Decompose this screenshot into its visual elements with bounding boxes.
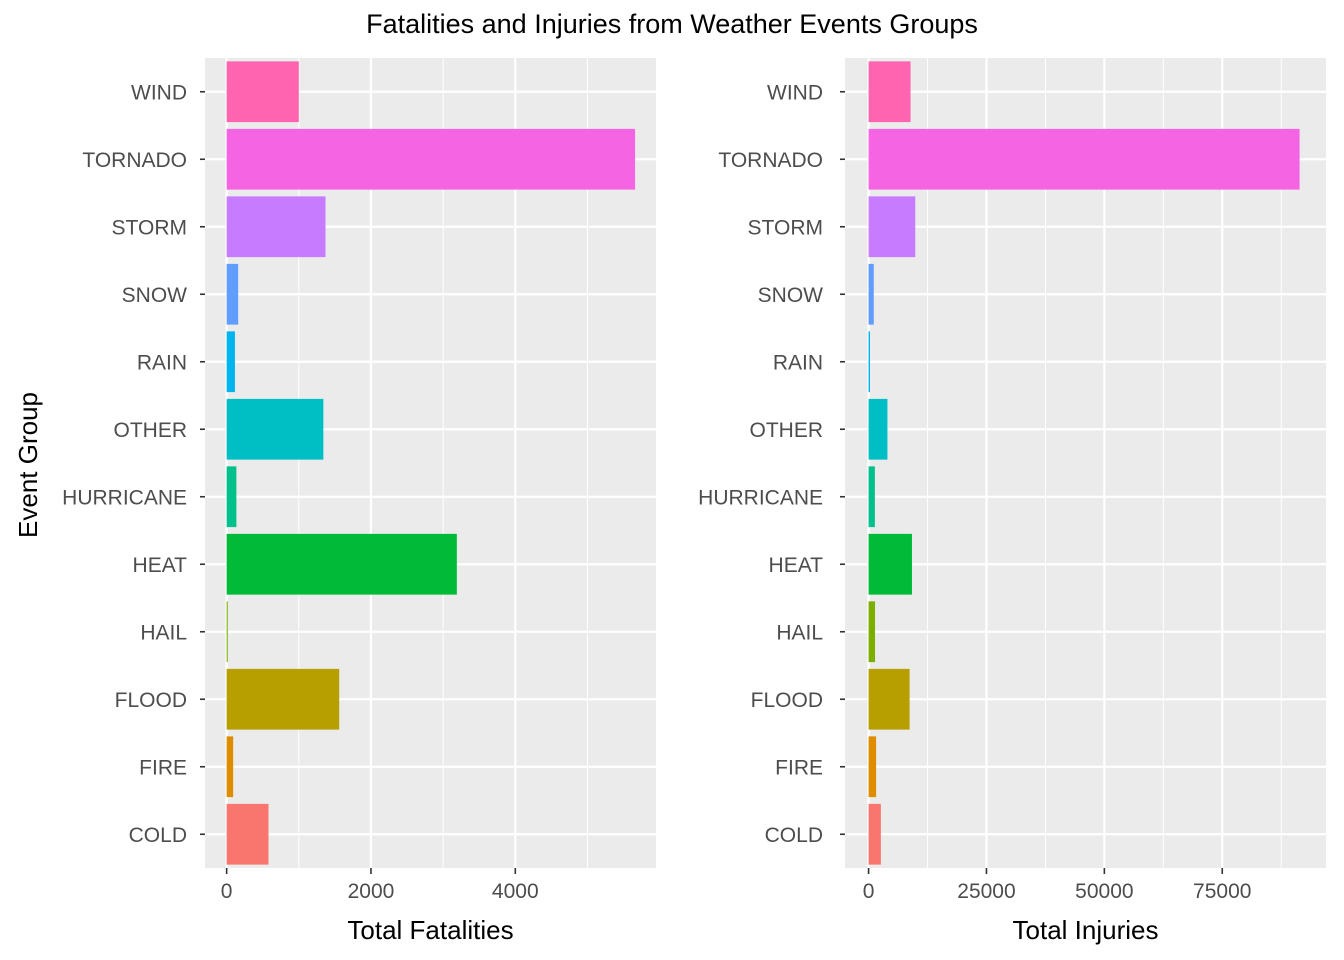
y-tick-label: OTHER bbox=[114, 419, 188, 442]
y-tick-label: RAIN bbox=[137, 351, 187, 374]
bar-rain bbox=[226, 331, 235, 393]
bar-hurricane bbox=[226, 466, 237, 528]
bar-flood bbox=[226, 668, 340, 730]
x-tick-label: 4000 bbox=[492, 880, 539, 903]
x-tick-label: 75000 bbox=[1193, 880, 1251, 903]
bar-flood bbox=[868, 668, 910, 730]
bar-fire bbox=[226, 736, 234, 798]
y-axis-title: Event Group bbox=[13, 392, 43, 538]
fatalities-panel: COLD FIRE FLOOD HAIL HEAT HURRICANE OTHER RAIN S… bbox=[62, 58, 656, 945]
bar-tornado bbox=[226, 128, 636, 190]
y-tick-label: TORNADO bbox=[718, 149, 823, 172]
bar-wind bbox=[226, 61, 299, 123]
y-tick-label: FIRE bbox=[775, 756, 823, 779]
bar-wind bbox=[868, 61, 911, 123]
y-tick-label: HEAT bbox=[769, 554, 824, 577]
x-tick-label: 25000 bbox=[957, 880, 1015, 903]
bar-rain bbox=[868, 331, 870, 393]
bar-hail bbox=[226, 601, 228, 663]
bar-storm bbox=[226, 196, 326, 258]
y-tick-label: HURRICANE bbox=[62, 486, 187, 509]
bar-other bbox=[226, 398, 324, 460]
y-tick-label: HAIL bbox=[140, 621, 187, 644]
bar-snow bbox=[226, 263, 239, 325]
bar-cold bbox=[226, 803, 269, 865]
y-tick-label: COLD bbox=[129, 824, 187, 847]
bar-hail bbox=[868, 601, 876, 663]
y-tick-label: SNOW bbox=[758, 284, 824, 307]
injuries-panel: COLD FIRE FLOOD HAIL HEAT HURRICANE OTHER RAIN S… bbox=[698, 58, 1326, 945]
y-tick-label: HEAT bbox=[133, 554, 188, 577]
y-tick-label: STORM bbox=[748, 216, 823, 239]
x-axis-title: Total Injuries bbox=[1013, 915, 1159, 945]
y-tick-label: SNOW bbox=[122, 284, 188, 307]
chart-title: Fatalities and Injuries from Weather Eve… bbox=[366, 9, 978, 39]
x-axis-title: Total Fatalities bbox=[347, 915, 513, 945]
y-tick-label: OTHER bbox=[750, 419, 824, 442]
panel-background bbox=[205, 58, 656, 868]
bar-storm bbox=[868, 196, 916, 258]
bar-heat bbox=[868, 533, 912, 595]
bar-heat bbox=[226, 533, 457, 595]
x-tick-label: 0 bbox=[221, 880, 233, 903]
y-tick-label: WIND bbox=[767, 81, 823, 104]
bar-other bbox=[868, 398, 888, 460]
bar-snow bbox=[868, 263, 874, 325]
y-tick-label: FLOOD bbox=[115, 689, 187, 712]
bar-fire bbox=[868, 736, 877, 798]
x-tick-label: 50000 bbox=[1075, 880, 1133, 903]
y-tick-label: FIRE bbox=[139, 756, 187, 779]
y-tick-label: FLOOD bbox=[751, 689, 823, 712]
panel-background bbox=[845, 58, 1326, 868]
bar-cold bbox=[868, 803, 881, 865]
y-tick-label: WIND bbox=[131, 81, 187, 104]
x-tick-label: 2000 bbox=[348, 880, 395, 903]
bar-hurricane bbox=[868, 466, 875, 528]
y-tick-label: HAIL bbox=[776, 621, 823, 644]
x-tick-label: 0 bbox=[863, 880, 875, 903]
y-tick-label: RAIN bbox=[773, 351, 823, 374]
y-tick-label: COLD bbox=[765, 824, 823, 847]
y-tick-label: STORM bbox=[112, 216, 187, 239]
bar-tornado bbox=[868, 128, 1300, 190]
y-tick-label: TORNADO bbox=[82, 149, 187, 172]
y-tick-label: HURRICANE bbox=[698, 486, 823, 509]
